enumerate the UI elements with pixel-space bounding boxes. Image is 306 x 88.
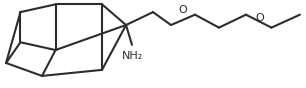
Text: O: O [256,13,264,23]
Text: O: O [179,4,187,15]
Text: NH₂: NH₂ [121,51,143,61]
